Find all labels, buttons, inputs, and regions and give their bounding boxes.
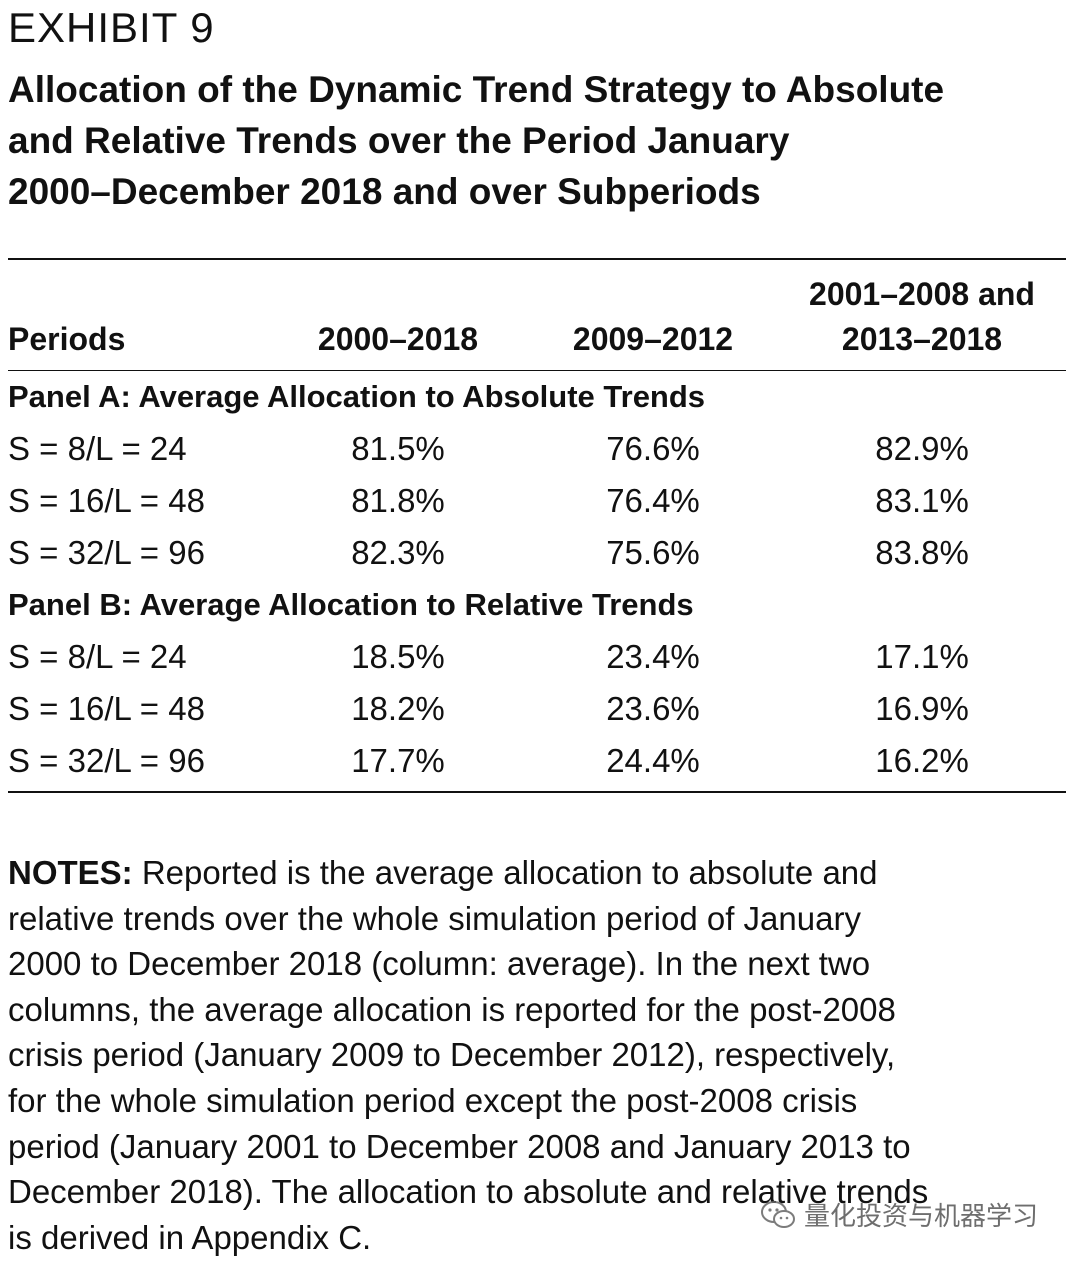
- cell-value: 24.4%: [606, 742, 700, 779]
- cell-value: 82.9%: [875, 430, 969, 467]
- header-periods: Periods: [8, 321, 126, 357]
- wechat-icon: [761, 1200, 795, 1228]
- notes-line: NOTES: Reported is the average allocatio…: [8, 850, 1068, 896]
- panel-b-title: Panel B: Average Allocation to Relative …: [8, 587, 694, 622]
- cell-value: 18.2%: [351, 690, 445, 727]
- notes-line: period (January 2001 to December 2008 an…: [8, 1127, 911, 1165]
- notes-line: December 2018). The allocation to absolu…: [8, 1173, 929, 1211]
- cell-value: 81.8%: [351, 482, 445, 519]
- cell-value: 16.9%: [875, 690, 969, 727]
- cell-value: 17.1%: [875, 638, 969, 675]
- cell-value: 17.7%: [351, 742, 445, 779]
- row-label: S = 32/L = 96: [8, 742, 205, 779]
- cell-value: 23.6%: [606, 690, 700, 727]
- table-row: S = 32/L = 96 17.7% 24.4% 16.2%: [8, 735, 1066, 787]
- table-header-row: Periods 2000–2018 2009–2012 2001–2008 an…: [8, 260, 1066, 370]
- exhibit-label: EXHIBIT 9: [8, 4, 215, 51]
- exhibit-title: Allocation of the Dynamic Trend Strategy…: [8, 64, 1048, 217]
- exhibit-title-line: Allocation of the Dynamic Trend Strategy…: [8, 69, 945, 110]
- row-label: S = 16/L = 48: [8, 482, 205, 519]
- header-2000-2018: 2000–2018: [317, 321, 479, 357]
- cell-value: 75.6%: [606, 534, 700, 571]
- header-2009-2012: 2009–2012: [572, 321, 734, 357]
- header-excl-crisis: 2001–2008 and 2013–2018: [778, 260, 1066, 370]
- header-rule: [8, 370, 1066, 371]
- cell-value: 23.4%: [606, 638, 700, 675]
- notes-line: for the whole simulation period except t…: [8, 1081, 858, 1119]
- notes-block: NOTES: Reported is the average allocatio…: [8, 850, 1068, 1260]
- table-bottom-rule: [8, 791, 1066, 793]
- allocation-table-container: Periods 2000–2018 2009–2012 2001–2008 an…: [8, 258, 1066, 793]
- panel-a-title: Panel A: Average Allocation to Absolute …: [8, 379, 706, 414]
- header-excl-crisis-line1: 2001–2008 and: [809, 276, 1035, 312]
- notes-label: NOTES:: [8, 854, 133, 891]
- table-row: S = 8/L = 24 81.5% 76.6% 82.9%: [8, 423, 1066, 475]
- cell-value: 82.3%: [351, 534, 445, 571]
- notes-text: Reported is the average allocation to ab…: [132, 854, 878, 891]
- panel-b-title-row: Panel B: Average Allocation to Relative …: [8, 579, 1066, 631]
- table-top-rule: [8, 258, 1066, 260]
- table-row: S = 16/L = 48 81.8% 76.4% 83.1%: [8, 475, 1066, 527]
- notes-line: 2000 to December 2018 (column: average).…: [8, 945, 871, 983]
- cell-value: 83.8%: [875, 534, 969, 571]
- cell-value: 81.5%: [351, 430, 445, 467]
- cell-value: 76.6%: [606, 430, 700, 467]
- watermark: 量化投资与机器学习: [760, 1196, 1038, 1233]
- notes-line: crisis period (January 2009 to December …: [8, 1036, 896, 1074]
- watermark-text: 量化投资与机器学习: [804, 1201, 1039, 1231]
- exhibit-title-line: and Relative Trends over the Period Janu…: [8, 120, 790, 161]
- notes-line: relative trends over the whole simulatio…: [8, 899, 861, 937]
- cell-value: 18.5%: [351, 638, 445, 675]
- panel-a-title-row: Panel A: Average Allocation to Absolute …: [8, 371, 1066, 423]
- cell-value: 83.1%: [875, 482, 969, 519]
- allocation-table: Periods 2000–2018 2009–2012 2001–2008 an…: [8, 260, 1066, 370]
- notes-line: columns, the average allocation is repor…: [8, 990, 896, 1028]
- row-label: S = 8/L = 24: [8, 638, 187, 675]
- table-row: S = 16/L = 48 18.2% 23.6% 16.9%: [8, 683, 1066, 735]
- cell-value: 16.2%: [875, 742, 969, 779]
- exhibit-title-line: 2000–December 2018 and over Subperiods: [8, 171, 761, 212]
- table-row: S = 32/L = 96 82.3% 75.6% 83.8%: [8, 527, 1066, 579]
- notes-line: is derived in Appendix C.: [8, 1218, 372, 1256]
- row-label: S = 32/L = 96: [8, 534, 205, 571]
- row-label: S = 8/L = 24: [8, 430, 187, 467]
- table-row: S = 8/L = 24 18.5% 23.4% 17.1%: [8, 631, 1066, 683]
- header-excl-crisis-line2: 2013–2018: [841, 321, 1003, 357]
- allocation-table-body: Panel A: Average Allocation to Absolute …: [8, 371, 1066, 787]
- cell-value: 76.4%: [606, 482, 700, 519]
- row-label: S = 16/L = 48: [8, 690, 205, 727]
